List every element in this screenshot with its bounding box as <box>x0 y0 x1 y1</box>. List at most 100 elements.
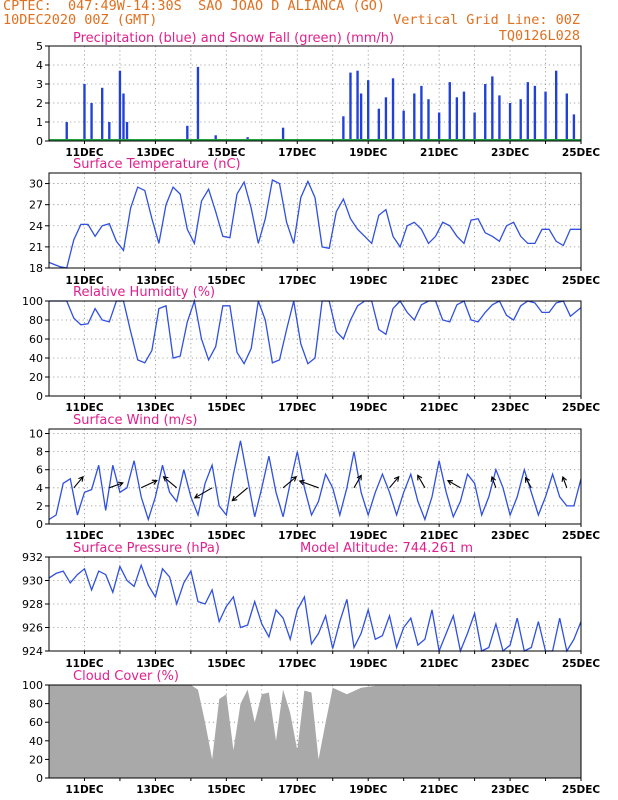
x-tick-label: 13DEC <box>136 402 175 414</box>
panel-4: 0 2 4 6 8 10 11DEC 13DEC 15DEC 17DEC 19DEC 21DEC 23D… <box>29 413 600 542</box>
x-tick-label: 25DEC <box>562 784 601 796</box>
x-tick-label: 15DEC <box>207 275 246 287</box>
wind-vector <box>73 476 84 489</box>
precip-bar <box>519 99 522 141</box>
wind-vector <box>163 476 178 489</box>
panel-3: 0 20 40 60 80 100 11DEC 13DEC 15DEC 17DEC 19DEC 21D… <box>22 285 600 414</box>
model-altitude-label: Model Altitude: 744.261 m <box>300 541 473 556</box>
x-tick-label: 11DEC <box>65 530 104 542</box>
y-tick-label: 18 <box>29 262 43 275</box>
x-tick-label: 17DEC <box>278 147 317 159</box>
panel-title: Cloud Cover (%) <box>73 669 179 684</box>
precip-bar <box>359 93 363 141</box>
precip-bar <box>349 72 352 141</box>
wind-vector-head <box>298 479 305 486</box>
wind-vector-head <box>417 474 423 481</box>
x-tick-label: 17DEC <box>278 658 317 670</box>
precip-bar <box>391 78 395 141</box>
precip-bar <box>484 84 487 141</box>
y-tick-label: 6 <box>36 464 43 477</box>
wind-vector <box>562 476 568 488</box>
x-tick-label: 17DEC <box>278 275 317 287</box>
y-tick-label: 27 <box>29 199 43 212</box>
y-tick-label: 30 <box>29 178 43 191</box>
wind-vector-head <box>393 475 400 482</box>
x-tick-label: 21DEC <box>420 530 459 542</box>
panel-1: 0 1 2 3 4 5 11DEC 13DEC 15DEC 17DEC 19DEC 21DEC 23DE… <box>36 31 600 159</box>
wind-vector <box>447 480 461 489</box>
precip-bar <box>508 103 512 141</box>
y-tick-label: 60 <box>29 716 43 729</box>
x-tick-label: 15DEC <box>207 402 246 414</box>
precip-bar <box>448 82 451 141</box>
precip-bar <box>462 91 466 141</box>
wind-vector-head <box>151 479 158 485</box>
x-tick-label: 23DEC <box>491 658 530 670</box>
panel-title: Precipitation (blue) and Snow Fall (gree… <box>73 31 394 46</box>
x-tick-label: 23DEC <box>491 784 530 796</box>
y-tick-label: 2 <box>36 500 43 513</box>
precip-bar <box>342 116 345 141</box>
y-tick-label: 0 <box>36 390 43 403</box>
precip-bar <box>108 122 111 141</box>
wind-vector <box>194 487 213 499</box>
run-date: 10DEC2020 00Z (GMT) <box>3 12 158 28</box>
model-id: TQ0126L028 <box>498 28 580 44</box>
precip-bar <box>122 93 125 141</box>
x-tick-label: 25DEC <box>562 402 601 414</box>
x-tick-label: 15DEC <box>207 658 246 670</box>
y-tick-label: 80 <box>29 698 43 711</box>
x-tick-label: 21DEC <box>420 784 459 796</box>
y-tick-label: 924 <box>22 645 43 658</box>
y-tick-label: 0 <box>36 135 43 148</box>
panel-6: 0 20 40 60 80 100 11DEC 13DEC 15DEC 17DEC 19DEC 21D… <box>22 669 600 796</box>
precip-bar <box>65 122 68 141</box>
wind-vector-head <box>356 474 362 481</box>
x-tick-label: 11DEC <box>65 275 104 287</box>
wind-vector-head <box>446 480 453 486</box>
y-tick-label: 21 <box>29 241 43 254</box>
chart-header: CPTEC: 047:49W-14:30S SAO JOAO D ALIANCA… <box>0 0 618 46</box>
y-tick-label: 2 <box>36 97 43 110</box>
precip-bar <box>413 93 416 141</box>
wind-vector <box>389 476 400 489</box>
x-tick-label: 13DEC <box>136 530 175 542</box>
x-tick-label: 19DEC <box>349 402 388 414</box>
panel-frame <box>48 684 582 779</box>
wind-vector-head <box>117 481 124 488</box>
precip-bar <box>526 82 529 141</box>
y-tick-label: 100 <box>22 295 43 308</box>
precip-bar <box>125 122 129 141</box>
wind-vector <box>417 475 426 489</box>
x-tick-label: 19DEC <box>349 658 388 670</box>
precip-bar <box>427 99 430 141</box>
x-tick-label: 23DEC <box>491 402 530 414</box>
precip-bar <box>554 70 558 141</box>
x-tick-label: 19DEC <box>349 147 388 159</box>
wind-vector-head <box>78 475 84 482</box>
x-tick-label: 11DEC <box>65 402 104 414</box>
panel-frame <box>48 45 582 142</box>
grid-line-note: Vertical Grid Line: 00Z <box>393 12 580 28</box>
wind-vector-head <box>291 476 298 482</box>
precip-bar <box>281 127 285 141</box>
x-tick-label: 25DEC <box>562 147 601 159</box>
precip-bar <box>196 66 200 141</box>
x-tick-label: 13DEC <box>136 147 175 159</box>
x-tick-label: 23DEC <box>491 275 530 287</box>
precip-bar <box>565 93 568 141</box>
precip-bar <box>214 135 217 141</box>
panel-frame <box>48 428 582 525</box>
y-tick-label: 8 <box>36 446 43 459</box>
x-tick-label: 15DEC <box>207 784 246 796</box>
precip-bar <box>356 70 359 141</box>
wind-vector-head <box>231 495 238 502</box>
x-tick-label: 19DEC <box>349 275 388 287</box>
precip-bar <box>367 80 370 141</box>
precip-bar <box>420 85 423 141</box>
precip-bar <box>491 76 494 141</box>
wind-vector <box>299 480 319 489</box>
series-line <box>49 298 582 366</box>
x-tick-label: 11DEC <box>65 658 104 670</box>
x-tick-label: 13DEC <box>136 658 175 670</box>
